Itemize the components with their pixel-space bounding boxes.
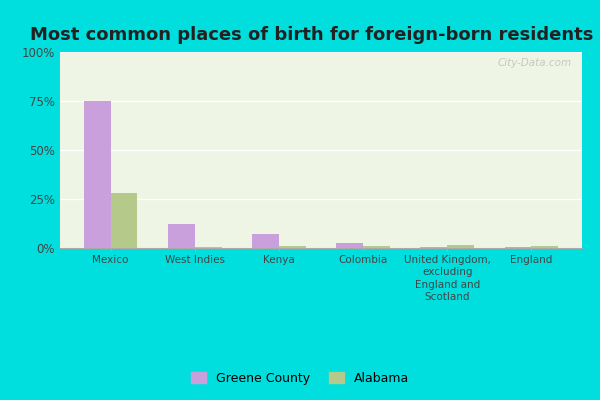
Bar (279, 246, 306, 248)
Bar (110, 193, 137, 248)
Bar (363, 246, 390, 248)
Bar (195, 247, 221, 248)
Bar (532, 246, 559, 248)
Bar (447, 245, 474, 248)
Text: City-Data.com: City-Data.com (497, 58, 572, 68)
Text: Most common places of birth for foreign-born residents: Most common places of birth for foreign-… (31, 26, 593, 44)
Legend: Greene County, Alabama: Greene County, Alabama (186, 367, 414, 390)
Bar (252, 234, 279, 248)
Bar (83, 101, 110, 248)
Bar (336, 243, 363, 248)
Bar (168, 224, 195, 248)
Bar (421, 247, 447, 248)
